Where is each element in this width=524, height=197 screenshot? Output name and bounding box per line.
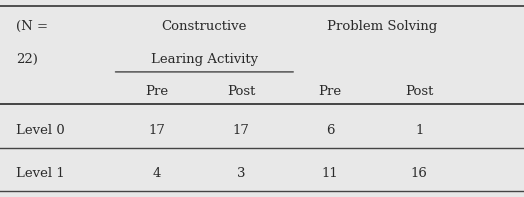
Text: Pre: Pre bbox=[146, 85, 169, 98]
Text: 17: 17 bbox=[233, 124, 249, 137]
Text: 4: 4 bbox=[153, 167, 161, 180]
Text: Post: Post bbox=[405, 85, 433, 98]
Text: 1: 1 bbox=[415, 124, 423, 137]
Text: 16: 16 bbox=[411, 167, 428, 180]
Text: 11: 11 bbox=[322, 167, 339, 180]
Text: Learing Activity: Learing Activity bbox=[151, 53, 258, 66]
Text: Level 0: Level 0 bbox=[16, 124, 64, 137]
Text: Level 1: Level 1 bbox=[16, 167, 64, 180]
Text: Problem Solving: Problem Solving bbox=[328, 20, 438, 33]
Text: 22): 22) bbox=[16, 53, 38, 66]
Text: (N =: (N = bbox=[16, 20, 48, 33]
Text: Post: Post bbox=[227, 85, 255, 98]
Text: Constructive: Constructive bbox=[162, 20, 247, 33]
Text: 3: 3 bbox=[237, 167, 245, 180]
Text: 17: 17 bbox=[149, 124, 166, 137]
Text: Pre: Pre bbox=[319, 85, 342, 98]
Text: 6: 6 bbox=[326, 124, 334, 137]
